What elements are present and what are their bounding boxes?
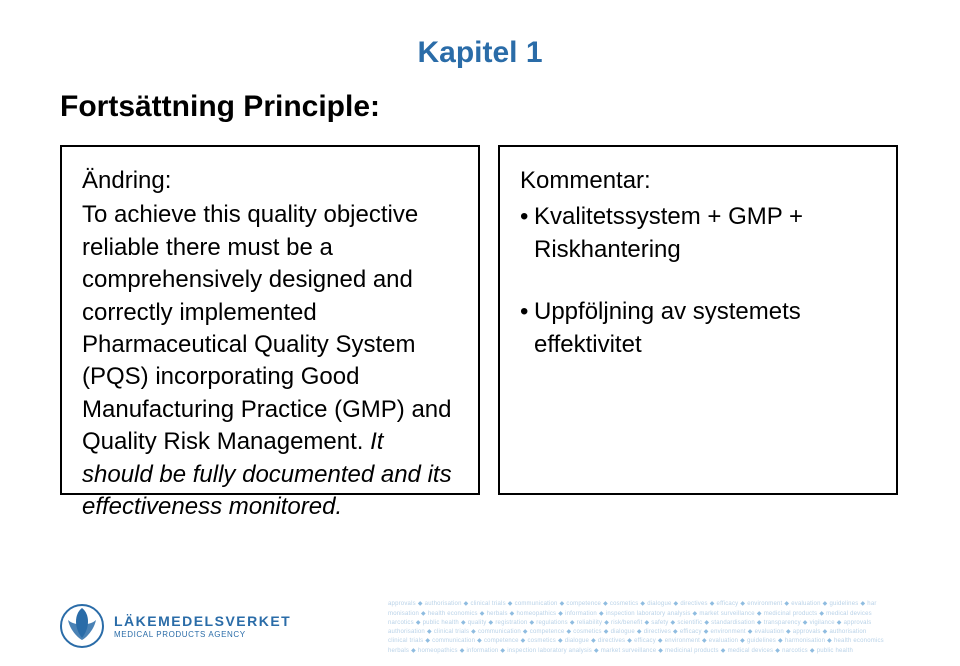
logo: LÄKEMEDELSVERKET MEDICAL PRODUCTS AGENCY xyxy=(60,604,291,648)
left-box-label: Ändring: xyxy=(82,165,458,197)
bullet-dot-icon: • xyxy=(520,296,534,328)
footer: LÄKEMEDELSVERKET MEDICAL PRODUCTS AGENCY… xyxy=(0,578,960,666)
left-box-body-prefix: To achieve this quality objective reliab… xyxy=(82,201,451,455)
left-box-body: To achieve this quality objective reliab… xyxy=(82,199,458,523)
right-box-bullet: • Kvalitetssystem + GMP + Riskhantering xyxy=(520,201,876,266)
footer-keywords: approvals◆authorisation◆clinical trials◆… xyxy=(388,600,948,656)
logo-mark-icon xyxy=(60,604,104,648)
right-box: Kommentar: • Kvalitetssystem + GMP + Ris… xyxy=(498,145,898,495)
right-box-label: Kommentar: xyxy=(520,165,876,197)
right-box-bullet-text: Kvalitetssystem + GMP + Riskhantering xyxy=(534,201,876,266)
logo-sub: MEDICAL PRODUCTS AGENCY xyxy=(114,630,291,639)
section-title: Fortsättning Principle: xyxy=(60,90,380,124)
right-box-bullet: • Uppföljning av systemets effektivitet xyxy=(520,296,876,361)
chapter-title: Kapitel 1 xyxy=(0,36,960,70)
right-box-bullet-text: Uppföljning av systemets effektivitet xyxy=(534,296,876,361)
logo-name: LÄKEMEDELSVERKET xyxy=(114,613,291,629)
bullet-dot-icon: • xyxy=(520,201,534,233)
logo-text: LÄKEMEDELSVERKET MEDICAL PRODUCTS AGENCY xyxy=(114,613,291,639)
slide: Kapitel 1 Fortsättning Principle: Ändrin… xyxy=(0,0,960,666)
left-box: Ändring: To achieve this quality objecti… xyxy=(60,145,480,495)
spacer xyxy=(520,266,876,292)
